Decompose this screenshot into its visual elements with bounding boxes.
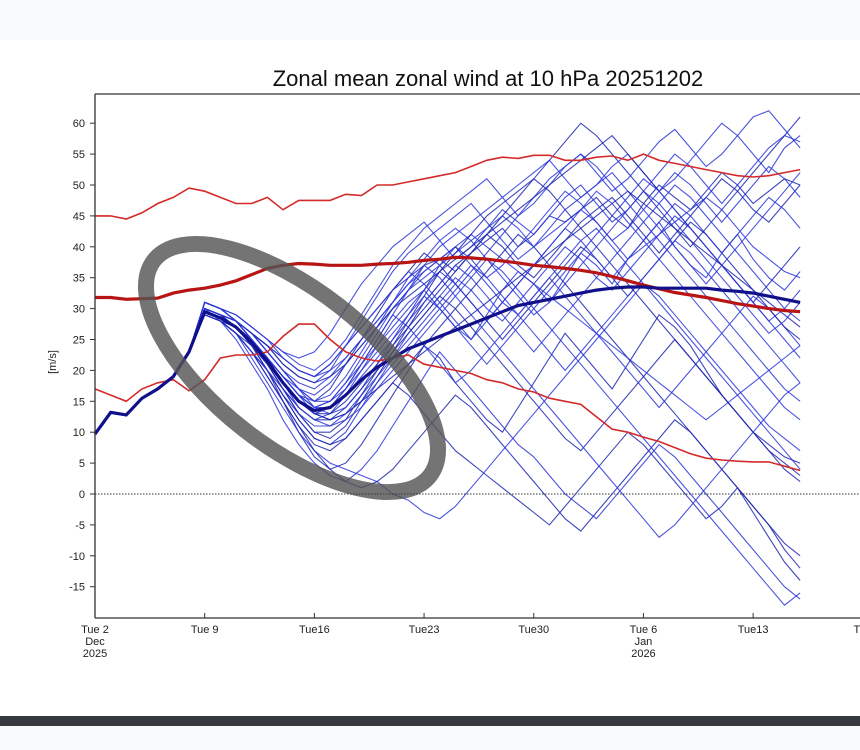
x-tick-label: Tue 9 — [191, 624, 219, 636]
ensemble-member-line — [95, 221, 801, 435]
top-strip — [0, 0, 860, 40]
y-tick-label: 40 — [73, 242, 85, 254]
y-tick-label: 60 — [73, 118, 85, 130]
y-tick-label: 55 — [73, 149, 85, 161]
highlight-ellipse — [137, 235, 447, 501]
bottom-strip — [0, 726, 860, 750]
y-tick-label: 10 — [73, 427, 85, 439]
x-tick-label: Tue13 — [738, 624, 769, 636]
climatology-min-line — [94, 323, 801, 472]
y-tick-label: 5 — [79, 458, 85, 470]
y-tick-label: 0 — [79, 489, 85, 501]
ensemble-mean-line — [93, 285, 801, 436]
climatology-mean-line — [95, 255, 801, 314]
annotation-layer — [137, 235, 447, 501]
x-tick-label: Jan — [635, 636, 653, 648]
bottom-divider-bar — [0, 716, 860, 726]
climatology-max-line — [95, 153, 801, 220]
y-tick-label: -15 — [69, 582, 85, 594]
ensemble-mean-layer — [93, 285, 801, 436]
ensemble-members — [95, 110, 801, 606]
y-tick-label: 15 — [73, 396, 85, 408]
ensemble-member-line — [95, 227, 801, 470]
y-tick-label: -5 — [75, 520, 85, 532]
x-tick-label: Tue30 — [518, 624, 549, 636]
x-tick-label: Tue — [854, 624, 860, 636]
y-tick-label: 25 — [73, 335, 85, 347]
ensemble-member-line — [95, 184, 801, 435]
ensemble-member-line — [95, 221, 801, 435]
x-tick-label: 2026 — [631, 648, 655, 660]
y-tick-label: 35 — [73, 273, 85, 285]
x-tick-label: Dec — [85, 636, 105, 648]
chart-title: Zonal mean zonal wind at 10 hPa 20251202 — [273, 66, 704, 91]
x-tick-label: Tue16 — [299, 624, 330, 636]
x-tick-label: Tue 6 — [630, 624, 658, 636]
x-tick-label: 2025 — [83, 648, 107, 660]
y-tick-label: -10 — [69, 551, 85, 563]
x-tick-label: Tue23 — [409, 624, 440, 636]
y-tick-label: 45 — [73, 211, 85, 223]
climatology-lines — [94, 153, 801, 472]
ensemble-member-line — [95, 178, 801, 476]
y-tick-label: 20 — [73, 365, 85, 377]
y-tick-label: 50 — [73, 180, 85, 192]
ensemble-member-line — [95, 178, 801, 435]
x-tick-label: Tue 2 — [81, 624, 109, 636]
y-tick-label: 30 — [73, 304, 85, 316]
y-axis-label: [m/s] — [47, 350, 59, 374]
ensemble-member-line — [95, 314, 801, 581]
